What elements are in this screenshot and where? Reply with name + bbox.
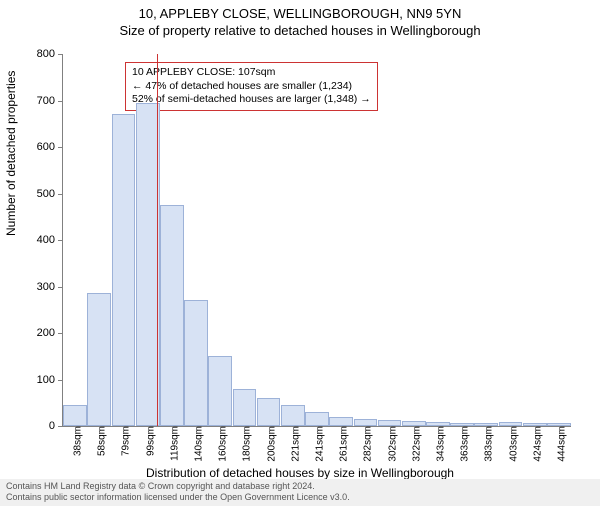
chart-title: 10, APPLEBY CLOSE, WELLINGBOROUGH, NN9 5… <box>0 6 600 21</box>
chart-container: 10, APPLEBY CLOSE, WELLINGBOROUGH, NN9 5… <box>0 6 600 506</box>
histogram-bar <box>112 114 136 426</box>
attribution-footer: Contains HM Land Registry data © Crown c… <box>0 479 600 506</box>
x-tick-mark <box>535 426 536 431</box>
x-tick: 444sqm <box>550 426 567 462</box>
x-tick: 424sqm <box>526 426 543 462</box>
x-tick: 343sqm <box>429 426 446 462</box>
x-tick: 282sqm <box>357 426 374 462</box>
x-tick-mark <box>172 426 173 431</box>
x-tick-mark <box>244 426 245 431</box>
y-tick: 800 <box>37 48 63 60</box>
x-tick-mark <box>341 426 342 431</box>
histogram-bar <box>63 405 87 426</box>
x-tick-mark <box>390 426 391 431</box>
annotation-box: 10 APPLEBY CLOSE: 107sqm ← 47% of detach… <box>125 62 378 111</box>
histogram-bar <box>305 412 329 426</box>
x-tick-mark <box>220 426 221 431</box>
x-tick-mark <box>462 426 463 431</box>
y-tick: 500 <box>37 188 63 200</box>
x-tick-mark <box>269 426 270 431</box>
x-tick: 180sqm <box>236 426 253 462</box>
x-tick: 302sqm <box>381 426 398 462</box>
histogram-bar <box>281 405 305 426</box>
footer-line1: Contains HM Land Registry data © Crown c… <box>6 481 594 492</box>
y-tick: 400 <box>37 234 63 246</box>
x-tick: 160sqm <box>212 426 229 462</box>
x-tick-mark <box>511 426 512 431</box>
histogram-bar <box>160 205 184 426</box>
x-tick-mark <box>365 426 366 431</box>
histogram-bar <box>329 417 353 426</box>
x-tick-mark <box>75 426 76 431</box>
x-tick: 241sqm <box>309 426 326 462</box>
x-tick: 140sqm <box>188 426 205 462</box>
x-tick-mark <box>317 426 318 431</box>
x-tick-mark <box>438 426 439 431</box>
y-tick: 700 <box>37 95 63 107</box>
x-tick: 383sqm <box>478 426 495 462</box>
x-tick-mark <box>148 426 149 431</box>
plot-area: 10 APPLEBY CLOSE: 107sqm ← 47% of detach… <box>62 54 571 427</box>
footer-line2: Contains public sector information licen… <box>6 492 594 503</box>
x-tick-mark <box>486 426 487 431</box>
annotation-line2: ← 47% of detached houses are smaller (1,… <box>132 80 371 94</box>
histogram-bar <box>354 419 378 426</box>
histogram-bar <box>87 293 111 426</box>
annotation-line1: 10 APPLEBY CLOSE: 107sqm <box>132 66 371 80</box>
x-tick-mark <box>123 426 124 431</box>
y-tick: 100 <box>37 374 63 386</box>
y-tick: 200 <box>37 327 63 339</box>
histogram-bar <box>233 389 257 426</box>
histogram-bar <box>257 398 281 426</box>
chart-subtitle: Size of property relative to detached ho… <box>0 23 600 38</box>
histogram-bar <box>208 356 232 426</box>
x-tick-mark <box>196 426 197 431</box>
x-tick: 200sqm <box>260 426 277 462</box>
histogram-bar <box>184 300 208 426</box>
y-tick: 0 <box>49 420 63 432</box>
x-tick: 322sqm <box>405 426 422 462</box>
x-tick: 221sqm <box>284 426 301 462</box>
x-tick: 363sqm <box>454 426 471 462</box>
x-tick: 261sqm <box>333 426 350 462</box>
y-axis-label: Number of detached properties <box>4 71 18 236</box>
histogram-bar <box>136 103 160 426</box>
annotation-line3: 52% of semi-detached houses are larger (… <box>132 93 371 107</box>
x-axis-label: Distribution of detached houses by size … <box>0 466 600 480</box>
x-tick-mark <box>99 426 100 431</box>
x-tick-mark <box>414 426 415 431</box>
x-tick: 119sqm <box>163 426 180 461</box>
y-tick: 300 <box>37 281 63 293</box>
property-marker-line <box>157 54 158 426</box>
x-tick-mark <box>559 426 560 431</box>
x-tick: 403sqm <box>502 426 519 462</box>
y-tick: 600 <box>37 141 63 153</box>
x-tick-mark <box>293 426 294 431</box>
